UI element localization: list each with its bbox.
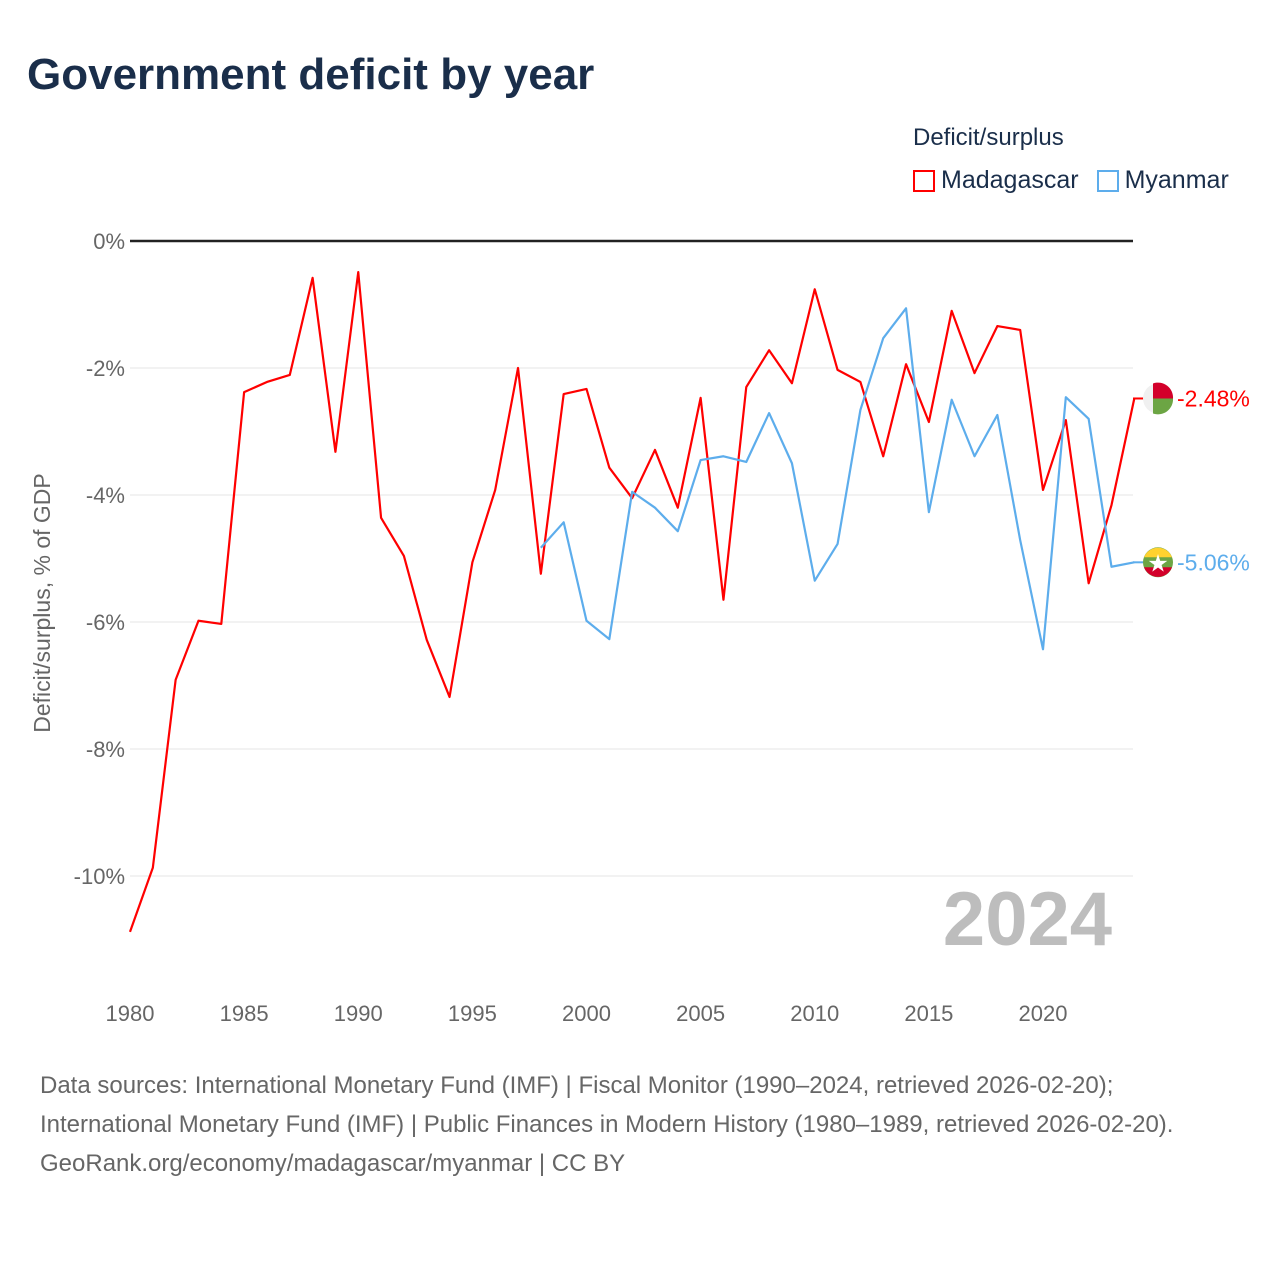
x-tick-label: 2010 bbox=[790, 1001, 839, 1026]
star-icon: ★ bbox=[1147, 550, 1169, 577]
x-tick-label: 2020 bbox=[1019, 1001, 1068, 1026]
series-line-madagascar bbox=[128, 271, 1136, 933]
series-line-myanmar bbox=[540, 307, 1135, 651]
legend: Madagascar Myanmar bbox=[913, 166, 1229, 195]
y-tick-label: 0% bbox=[93, 229, 125, 254]
legend-item-myanmar[interactable]: Myanmar bbox=[1096, 166, 1229, 195]
year-watermark: 2024 bbox=[943, 877, 1112, 962]
legend-swatch bbox=[913, 169, 935, 192]
x-tick-label: 2005 bbox=[676, 1001, 725, 1026]
y-tick-label: -10% bbox=[74, 864, 125, 889]
x-tick-label: 2000 bbox=[562, 1001, 611, 1026]
credit-link[interactable]: GeoRank.org/economy/madagascar/myanmar |… bbox=[40, 1150, 626, 1177]
chart-title: Government deficit by year bbox=[27, 50, 595, 99]
y-tick-label: -2% bbox=[86, 356, 125, 381]
footer: Data sources: International Monetary Fun… bbox=[40, 1066, 1240, 1183]
x-tick-label: 1990 bbox=[334, 1001, 383, 1026]
flag-part bbox=[1153, 382, 1174, 399]
flag-part bbox=[1153, 398, 1174, 415]
legend-label: Myanmar bbox=[1124, 166, 1229, 194]
legend-label: Madagascar bbox=[941, 166, 1079, 194]
y-tick-label: -8% bbox=[86, 737, 125, 762]
y-axis-label: Deficit/surplus, % of GDP bbox=[29, 473, 55, 732]
legend-swatch bbox=[1096, 169, 1119, 192]
legend-item-madagascar[interactable]: Madagascar bbox=[913, 166, 1079, 195]
x-tick-label: 2015 bbox=[904, 1001, 953, 1026]
x-tick-label: 1980 bbox=[106, 1001, 155, 1026]
data-sources: Data sources: International Monetary Fun… bbox=[40, 1072, 1174, 1138]
flag-part bbox=[1144, 567, 1172, 577]
legend-title: Deficit/surplus bbox=[913, 124, 1064, 151]
x-tick-label: 1985 bbox=[220, 1001, 269, 1026]
end-value-label: -2.48% bbox=[1177, 385, 1250, 411]
end-value-label: -5.06% bbox=[1177, 549, 1250, 575]
y-tick-label: -6% bbox=[86, 610, 125, 635]
x-tick-label: 1995 bbox=[448, 1001, 497, 1026]
y-tick-label: -4% bbox=[86, 483, 125, 508]
flag-part bbox=[1144, 547, 1172, 558]
